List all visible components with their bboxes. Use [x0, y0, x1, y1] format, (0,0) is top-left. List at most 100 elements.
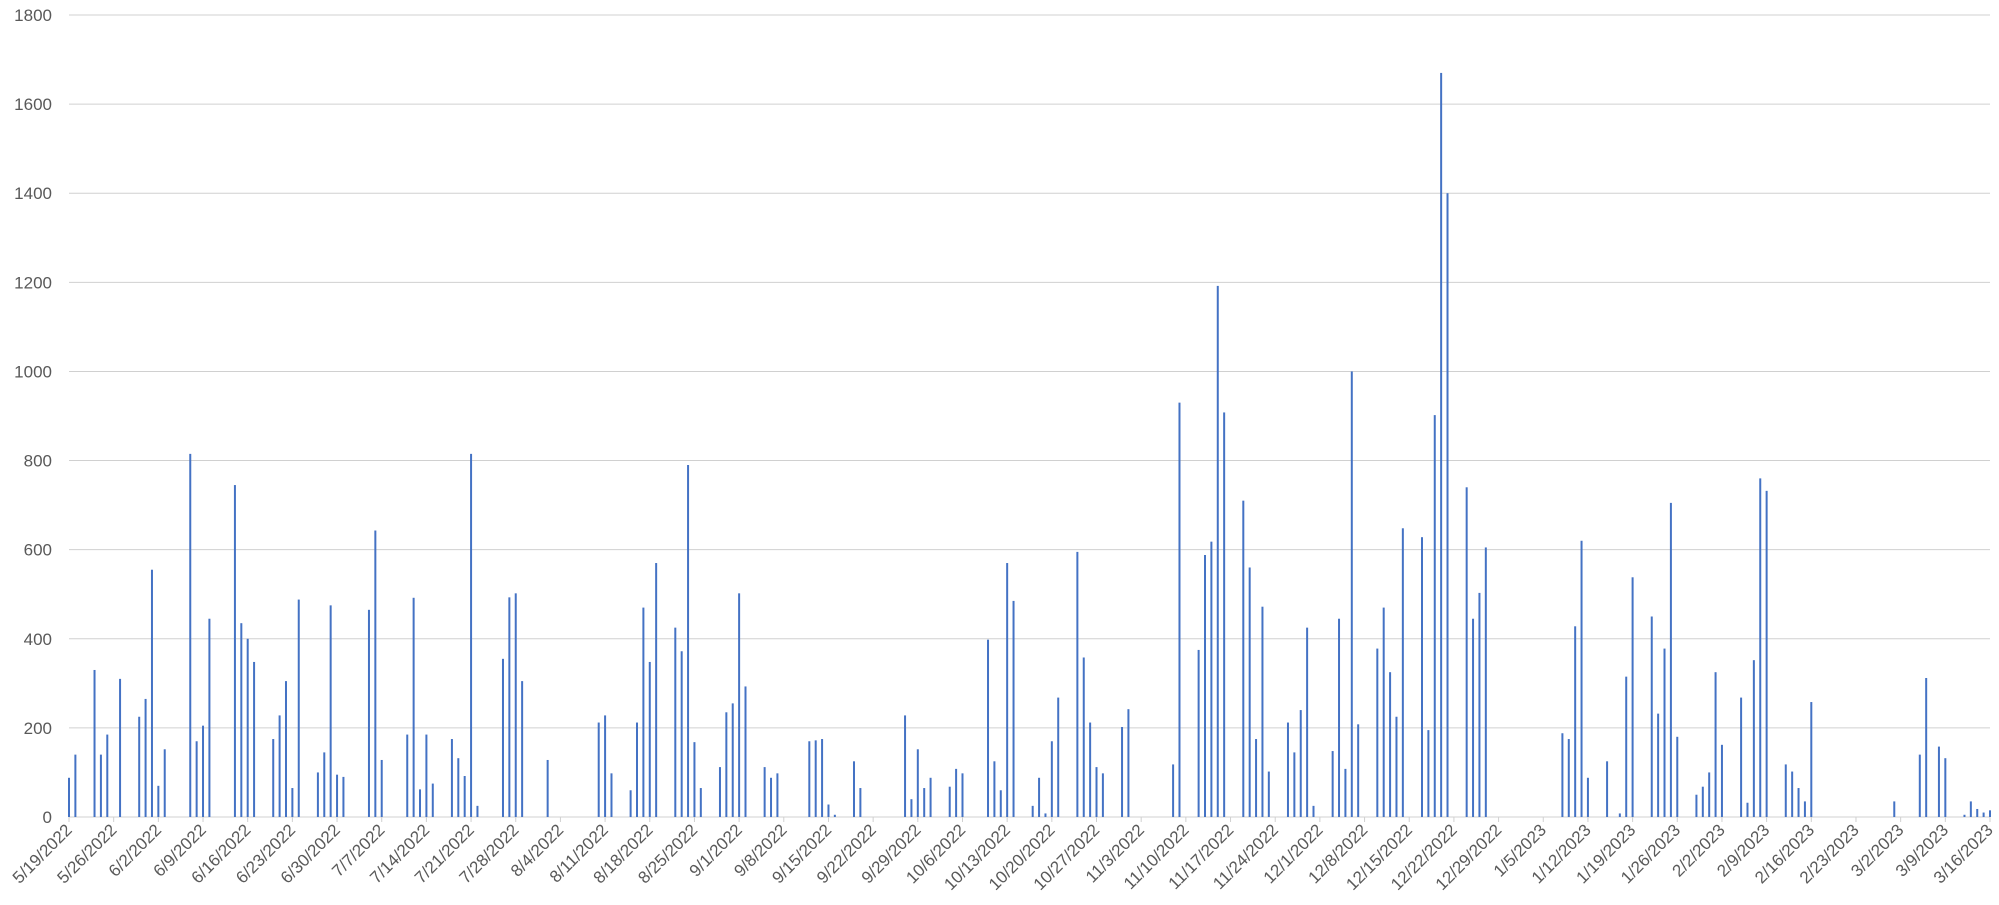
bar	[1204, 555, 1207, 817]
bar	[1076, 551, 1079, 817]
y-tick-label: 1800	[14, 6, 52, 25]
bar	[1989, 810, 1991, 817]
bar	[1401, 528, 1404, 817]
bar	[1893, 801, 1896, 817]
bar	[546, 759, 549, 817]
bar	[680, 651, 683, 817]
bar	[406, 734, 409, 817]
bar	[450, 739, 453, 817]
bar	[1701, 786, 1704, 817]
bar	[233, 485, 236, 817]
bar	[246, 638, 249, 817]
bar	[1433, 415, 1436, 817]
bar	[1663, 648, 1666, 817]
bar	[431, 783, 434, 817]
bar	[744, 686, 747, 817]
bar	[674, 627, 677, 817]
bar	[1286, 722, 1289, 817]
bar	[1006, 563, 1009, 817]
bar	[1031, 805, 1034, 817]
bar	[693, 742, 696, 817]
bar	[1101, 773, 1104, 817]
bar	[987, 639, 990, 817]
bar	[138, 716, 141, 817]
bar	[929, 777, 932, 817]
y-axis-ticks: 0 200 400 600 800 1000 1200 1400 1600 1800	[14, 6, 52, 827]
bar	[1357, 724, 1360, 817]
bar	[1344, 768, 1347, 817]
bar	[1121, 727, 1124, 817]
bar	[272, 739, 275, 817]
bar	[648, 661, 651, 817]
bar	[1261, 606, 1264, 817]
bar	[1440, 72, 1443, 818]
bar	[1720, 744, 1723, 817]
bar	[521, 681, 524, 817]
bar	[1982, 812, 1985, 817]
bar	[731, 703, 734, 817]
bar	[150, 569, 153, 817]
bar	[329, 605, 332, 817]
bar	[195, 741, 198, 817]
bar	[629, 790, 632, 817]
bar	[1223, 412, 1226, 817]
bar	[1963, 814, 1966, 817]
bar	[910, 799, 913, 817]
bar	[323, 752, 326, 817]
bar	[655, 563, 658, 817]
bar	[380, 759, 383, 817]
y-tick-label: 200	[24, 719, 52, 738]
bar	[470, 453, 473, 817]
bar	[916, 749, 919, 817]
bar	[476, 805, 479, 817]
bar	[1095, 767, 1098, 817]
bar	[1395, 716, 1398, 817]
bar	[119, 678, 122, 817]
bar	[1382, 607, 1385, 817]
bar	[1969, 801, 1972, 817]
bar	[1695, 794, 1698, 817]
bar	[1012, 600, 1015, 817]
bar	[1038, 777, 1041, 817]
bar	[833, 814, 836, 817]
bar	[106, 734, 109, 817]
bar	[999, 790, 1002, 817]
bar	[814, 740, 817, 817]
bar	[1478, 592, 1481, 817]
bar	[1216, 285, 1219, 817]
bar	[993, 761, 996, 817]
bar	[1350, 371, 1353, 817]
bar	[604, 715, 607, 817]
bar	[278, 715, 281, 817]
bar	[1676, 736, 1679, 817]
bar	[1472, 618, 1475, 817]
bar	[1669, 502, 1672, 817]
bar	[961, 773, 964, 817]
bar	[1197, 649, 1200, 817]
bar	[1791, 771, 1794, 817]
bar	[1389, 672, 1392, 817]
bar	[1618, 813, 1621, 817]
bar	[1089, 722, 1092, 817]
bar	[1561, 733, 1564, 817]
bar	[374, 530, 377, 817]
y-tick-label: 0	[43, 808, 52, 827]
bar	[1586, 777, 1589, 817]
bar	[1714, 672, 1717, 817]
bar	[1606, 761, 1609, 817]
bar	[821, 739, 824, 817]
bar	[514, 593, 517, 817]
bar	[1427, 730, 1430, 817]
bar	[1376, 648, 1379, 817]
bar	[74, 754, 77, 817]
bar	[342, 776, 345, 817]
bar	[1797, 788, 1800, 817]
bar	[1338, 618, 1341, 817]
bar	[99, 754, 102, 817]
bar	[412, 597, 415, 817]
bar	[859, 788, 862, 817]
bar	[1446, 193, 1449, 818]
bar	[1050, 741, 1053, 817]
bar	[297, 599, 300, 817]
